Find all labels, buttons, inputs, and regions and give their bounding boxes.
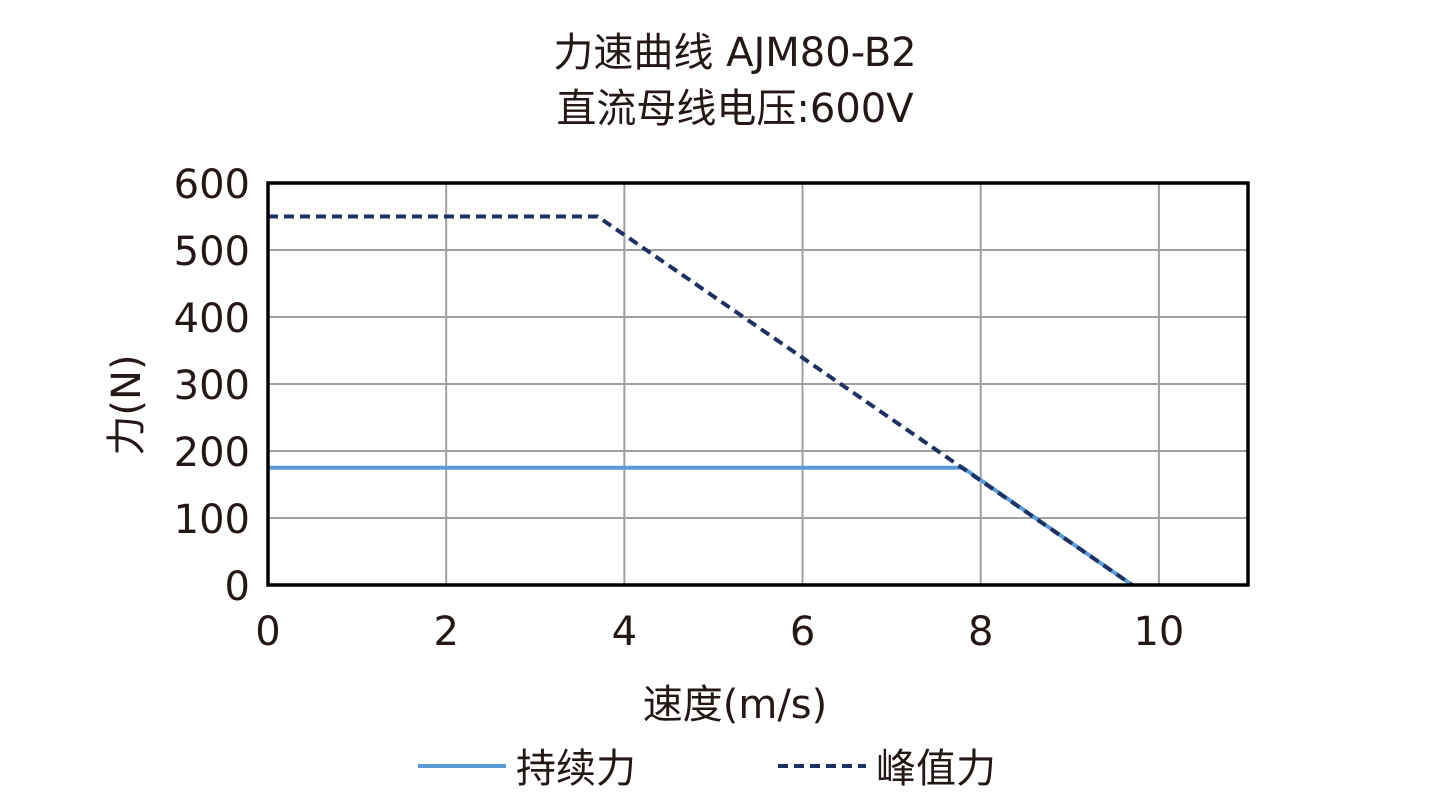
y-tick-label: 0	[225, 564, 250, 610]
x-tick-label: 0	[255, 609, 280, 655]
plot-frame	[266, 181, 1250, 587]
y-tick-label: 200	[174, 430, 250, 476]
y-tick-label: 600	[174, 162, 250, 208]
y-tick-label: 400	[174, 296, 250, 342]
legend-label-peak: 峰值力	[876, 746, 996, 792]
x-axis-label: 速度(m/s)	[643, 682, 828, 728]
series-line-peak	[268, 214, 1134, 587]
x-tick-label: 8	[968, 609, 993, 655]
chart-subtitle: 直流母线电压:600V	[556, 86, 914, 132]
series-line-continuous	[268, 465, 1134, 587]
x-tick-label: 10	[1133, 609, 1184, 655]
y-axis-label: 力(N)	[104, 354, 150, 455]
x-tick-label: 4	[612, 609, 637, 655]
legend-label-continuous: 持续力	[516, 746, 636, 792]
x-tick-label: 6	[790, 609, 815, 655]
y-tick-label: 500	[174, 229, 250, 275]
x-tick-label: 2	[433, 609, 458, 655]
y-tick-label: 100	[174, 497, 250, 543]
y-tick-label: 300	[174, 363, 250, 409]
chart-title: 力速曲线 AJM80-B2	[553, 30, 916, 76]
legend: 持续力 峰值力	[418, 746, 996, 792]
